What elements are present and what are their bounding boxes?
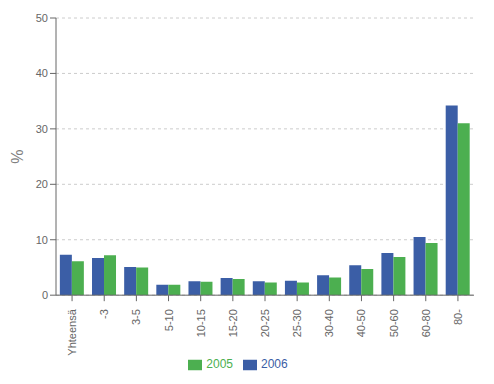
svg-text:20: 20	[36, 178, 48, 190]
svg-text:0: 0	[42, 289, 48, 301]
svg-text:5-10: 5-10	[163, 309, 175, 331]
svg-text:60-80: 60-80	[420, 309, 432, 337]
html-text:2005: 2005	[206, 357, 233, 372]
svg-text:30-40: 30-40	[323, 309, 335, 337]
svg-text:25-30: 25-30	[291, 309, 303, 337]
svg-text:40: 40	[36, 67, 48, 79]
svg-text:-3: -3	[98, 309, 110, 319]
svg-text:80-: 80-	[452, 309, 464, 325]
svg-text:3-5: 3-5	[130, 309, 142, 325]
svg-text:50: 50	[36, 12, 48, 24]
svg-text:15-20: 15-20	[227, 309, 239, 337]
svg-text:40-50: 40-50	[355, 309, 367, 337]
html-text:2006: 2006	[261, 357, 288, 372]
svg-text:20-25: 20-25	[259, 309, 271, 337]
svg-text:50-60: 50-60	[388, 309, 400, 337]
svg-text:10: 10	[36, 234, 48, 246]
svg-text:%: %	[9, 149, 26, 163]
svg-text:30: 30	[36, 123, 48, 135]
svg-text:Yhteensä: Yhteensä	[66, 308, 78, 355]
svg-text:10-15: 10-15	[195, 309, 207, 337]
